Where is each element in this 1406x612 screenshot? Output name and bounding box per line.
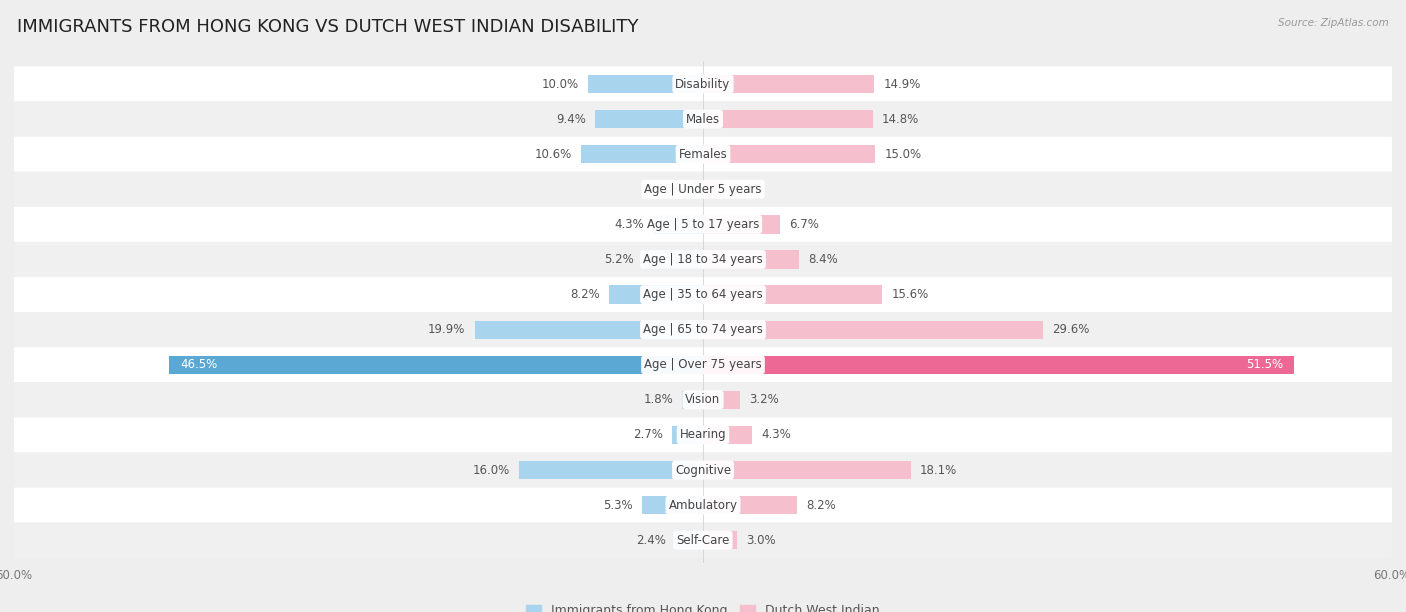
Bar bbox=[595, 110, 703, 129]
Text: 10.6%: 10.6% bbox=[534, 147, 572, 161]
Text: 5.2%: 5.2% bbox=[605, 253, 634, 266]
Bar bbox=[672, 426, 703, 444]
Text: Hearing: Hearing bbox=[679, 428, 727, 441]
Text: 2.4%: 2.4% bbox=[637, 534, 666, 547]
Bar bbox=[474, 321, 703, 339]
FancyBboxPatch shape bbox=[14, 207, 1392, 242]
FancyBboxPatch shape bbox=[14, 523, 1392, 558]
FancyBboxPatch shape bbox=[14, 382, 1392, 417]
Text: 8.4%: 8.4% bbox=[808, 253, 838, 266]
Text: Age | Under 5 years: Age | Under 5 years bbox=[644, 183, 762, 196]
Text: Age | Over 75 years: Age | Over 75 years bbox=[644, 358, 762, 371]
Text: 1.9%: 1.9% bbox=[734, 183, 763, 196]
Bar bbox=[703, 215, 780, 234]
FancyBboxPatch shape bbox=[14, 67, 1392, 102]
FancyBboxPatch shape bbox=[14, 347, 1392, 382]
Text: 15.6%: 15.6% bbox=[891, 288, 928, 301]
Text: 15.0%: 15.0% bbox=[884, 147, 921, 161]
Bar bbox=[703, 180, 725, 198]
Legend: Immigrants from Hong Kong, Dutch West Indian: Immigrants from Hong Kong, Dutch West In… bbox=[522, 599, 884, 612]
Bar bbox=[609, 285, 703, 304]
FancyBboxPatch shape bbox=[14, 312, 1392, 347]
Text: Vision: Vision bbox=[685, 394, 721, 406]
Bar bbox=[169, 356, 703, 374]
Text: Age | 18 to 34 years: Age | 18 to 34 years bbox=[643, 253, 763, 266]
Text: 4.3%: 4.3% bbox=[614, 218, 644, 231]
Text: 46.5%: 46.5% bbox=[180, 358, 218, 371]
Bar bbox=[703, 110, 873, 129]
Bar bbox=[703, 461, 911, 479]
Bar bbox=[703, 250, 800, 269]
Bar bbox=[519, 461, 703, 479]
Text: Age | 5 to 17 years: Age | 5 to 17 years bbox=[647, 218, 759, 231]
FancyBboxPatch shape bbox=[14, 136, 1392, 172]
Text: Females: Females bbox=[679, 147, 727, 161]
Text: 3.0%: 3.0% bbox=[747, 534, 776, 547]
Bar bbox=[703, 75, 875, 93]
Text: Disability: Disability bbox=[675, 78, 731, 91]
FancyBboxPatch shape bbox=[14, 102, 1392, 136]
Text: 10.0%: 10.0% bbox=[541, 78, 579, 91]
Bar bbox=[682, 390, 703, 409]
Text: 19.9%: 19.9% bbox=[427, 323, 465, 336]
Text: 16.0%: 16.0% bbox=[472, 463, 510, 477]
Bar bbox=[644, 250, 703, 269]
Bar bbox=[675, 531, 703, 550]
Bar bbox=[703, 496, 797, 514]
Text: 51.5%: 51.5% bbox=[1246, 358, 1282, 371]
Text: 14.8%: 14.8% bbox=[882, 113, 920, 125]
Bar bbox=[643, 496, 703, 514]
Bar bbox=[703, 285, 882, 304]
Text: 8.2%: 8.2% bbox=[569, 288, 599, 301]
Text: Age | 65 to 74 years: Age | 65 to 74 years bbox=[643, 323, 763, 336]
Text: IMMIGRANTS FROM HONG KONG VS DUTCH WEST INDIAN DISABILITY: IMMIGRANTS FROM HONG KONG VS DUTCH WEST … bbox=[17, 18, 638, 36]
Text: 9.4%: 9.4% bbox=[555, 113, 586, 125]
Text: 6.7%: 6.7% bbox=[789, 218, 818, 231]
Text: 2.7%: 2.7% bbox=[633, 428, 662, 441]
FancyBboxPatch shape bbox=[14, 277, 1392, 312]
Bar bbox=[588, 75, 703, 93]
Text: Self-Care: Self-Care bbox=[676, 534, 730, 547]
FancyBboxPatch shape bbox=[14, 172, 1392, 207]
Text: Males: Males bbox=[686, 113, 720, 125]
Bar bbox=[654, 215, 703, 234]
Bar bbox=[703, 426, 752, 444]
Text: 29.6%: 29.6% bbox=[1052, 323, 1090, 336]
Text: 18.1%: 18.1% bbox=[920, 463, 957, 477]
Bar bbox=[703, 356, 1295, 374]
Bar bbox=[581, 145, 703, 163]
FancyBboxPatch shape bbox=[14, 417, 1392, 452]
Bar bbox=[703, 145, 875, 163]
Text: 4.3%: 4.3% bbox=[762, 428, 792, 441]
Text: 14.9%: 14.9% bbox=[883, 78, 921, 91]
Text: 5.3%: 5.3% bbox=[603, 499, 633, 512]
FancyBboxPatch shape bbox=[14, 488, 1392, 523]
Bar bbox=[703, 390, 740, 409]
Text: 3.2%: 3.2% bbox=[749, 394, 779, 406]
Text: Cognitive: Cognitive bbox=[675, 463, 731, 477]
Bar bbox=[703, 531, 738, 550]
Bar bbox=[692, 180, 703, 198]
Text: Source: ZipAtlas.com: Source: ZipAtlas.com bbox=[1278, 18, 1389, 28]
FancyBboxPatch shape bbox=[14, 452, 1392, 488]
Text: Ambulatory: Ambulatory bbox=[668, 499, 738, 512]
Text: 8.2%: 8.2% bbox=[807, 499, 837, 512]
Text: Age | 35 to 64 years: Age | 35 to 64 years bbox=[643, 288, 763, 301]
Text: 1.8%: 1.8% bbox=[644, 394, 673, 406]
Bar bbox=[703, 321, 1043, 339]
FancyBboxPatch shape bbox=[14, 242, 1392, 277]
Text: 0.95%: 0.95% bbox=[645, 183, 683, 196]
